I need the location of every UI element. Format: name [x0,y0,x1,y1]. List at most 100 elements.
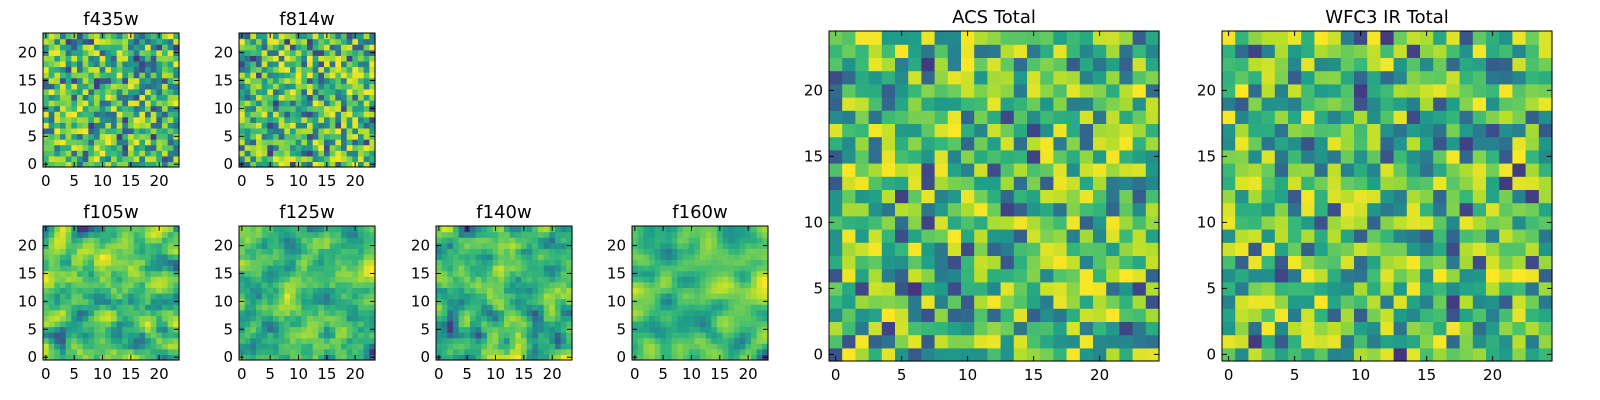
heatmap-cell [88,66,95,73]
heatmap-cell [1512,268,1527,283]
heatmap-cell [290,337,297,344]
heatmap-cell [167,133,174,140]
heatmap-cell [1079,215,1094,230]
y-tick-label: 10 [411,292,430,310]
heatmap-cell [1406,255,1421,270]
heatmap-cell [532,326,539,333]
y-tick-label: 15 [18,71,37,89]
heatmap-cell [728,276,735,283]
heatmap-cell [1288,321,1302,336]
heatmap-cell [341,33,348,40]
heatmap-cell [1079,110,1094,124]
heatmap-cell [487,231,494,238]
heatmap-cell [717,337,724,344]
heatmap-cell [173,100,180,107]
heatmap-cell [1367,176,1381,190]
heatmap-cell [94,44,101,51]
heatmap-cell [1000,334,1015,349]
heatmap-cell [301,116,308,123]
heatmap-cell [1433,268,1447,283]
heatmap-cell [1132,44,1147,58]
heatmap-cell [632,348,639,356]
heatmap-cell [133,49,140,56]
heatmap-cell [526,298,533,305]
heatmap-cell [99,94,106,101]
heatmap-cell [1274,229,1289,243]
heatmap-cell [54,144,61,151]
heatmap-cell [555,343,562,350]
heatmap-cell [105,100,112,107]
heatmap-cell [1274,295,1289,309]
heatmap-cell [1314,347,1329,362]
heatmap-cell [538,315,545,322]
heatmap-cell [868,189,883,204]
heatmap-cell [458,332,465,339]
heatmap-cell [458,248,465,255]
heatmap-cell [722,231,729,238]
heatmap-cell [961,31,975,45]
heatmap-cell [324,270,331,277]
heatmap-cell [1472,189,1487,204]
heatmap-cell [133,354,140,361]
heatmap-cell [273,320,280,328]
heatmap-cell [1222,295,1236,309]
heatmap-cell [122,55,129,62]
heatmap-cell [1132,268,1147,283]
heatmap-cell [555,298,562,305]
heatmap-cell [722,226,729,233]
heatmap-cell [1538,229,1553,243]
heatmap-cell [1053,123,1068,138]
heatmap-cell [855,202,870,217]
heatmap-cell [352,253,359,261]
heatmap-cell [341,133,348,140]
heatmap-cell [128,332,135,339]
heatmap-cell [515,298,522,305]
heatmap-cell [855,44,870,58]
heatmap-cell [139,332,146,339]
heatmap-cell [301,122,308,129]
heatmap-cell [855,149,870,164]
x-tick-label: 10 [289,172,308,190]
heatmap-cell [94,116,101,123]
heatmap-cell [842,97,856,111]
heatmap-cell [71,77,78,84]
heatmap-cell [458,276,465,283]
heatmap-cell [244,315,251,322]
heatmap-cell [284,44,291,51]
heatmap-cell [307,150,314,157]
heatmap-cell [1222,308,1236,322]
heatmap-cell [1367,83,1381,98]
heatmap-cell [649,281,656,289]
heatmap-cell [688,248,695,255]
heatmap-cell [1420,295,1434,309]
heatmap-cell [273,155,280,163]
heatmap-cell [324,83,331,90]
heatmap-cell [1340,70,1355,85]
heatmap-cell [566,226,573,233]
heatmap-cell [1354,110,1368,124]
heatmap-cell [498,337,505,344]
heatmap-cell [829,229,843,243]
heatmap-cell [1132,308,1147,322]
heatmap-cell [1106,295,1120,309]
heatmap-cell [705,276,712,283]
heatmap-cell [1000,70,1015,85]
heatmap-cell [671,304,678,311]
heatmap-cell [1512,97,1527,111]
heatmap-cell [267,144,274,151]
heatmap-cell [566,332,573,339]
heatmap-cell [250,259,257,266]
heatmap-cell [256,38,263,45]
heatmap-cell [842,136,856,151]
heatmap-cell [65,265,72,272]
heatmap-cell [722,276,729,283]
heatmap-cell [1433,149,1447,164]
heatmap-cell [256,265,263,272]
heatmap-cell [77,293,84,300]
heatmap-cell [694,343,701,350]
heatmap-cell [492,343,499,350]
heatmap-cell [643,320,650,328]
heatmap-cell [139,55,146,62]
heatmap-cell [105,298,112,305]
